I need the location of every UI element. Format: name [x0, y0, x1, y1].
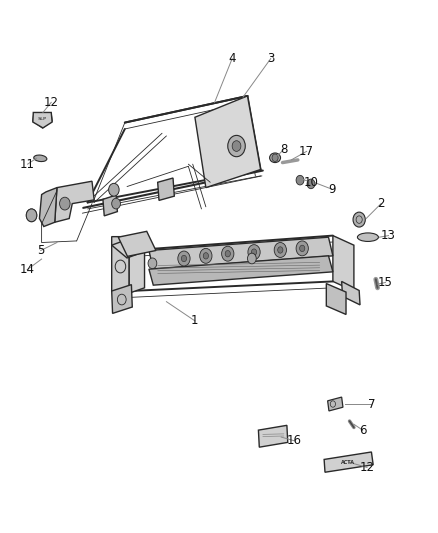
- Ellipse shape: [357, 233, 378, 241]
- Polygon shape: [112, 285, 132, 313]
- Polygon shape: [258, 425, 288, 447]
- Circle shape: [60, 197, 70, 210]
- Polygon shape: [326, 284, 346, 314]
- Text: 7: 7: [367, 398, 375, 410]
- Text: 16: 16: [287, 434, 302, 447]
- Circle shape: [178, 251, 190, 266]
- Text: 8: 8: [280, 143, 287, 156]
- Text: 17: 17: [299, 145, 314, 158]
- Text: SLP: SLP: [38, 117, 47, 122]
- Polygon shape: [342, 281, 360, 305]
- Circle shape: [112, 198, 120, 209]
- Text: 2: 2: [377, 197, 385, 210]
- Circle shape: [353, 212, 365, 227]
- Polygon shape: [333, 236, 354, 291]
- Polygon shape: [195, 96, 261, 188]
- Text: 11: 11: [20, 158, 35, 171]
- Circle shape: [200, 248, 212, 263]
- Text: 12: 12: [44, 96, 59, 109]
- Text: 4: 4: [228, 52, 236, 65]
- Polygon shape: [33, 112, 52, 128]
- Text: 9: 9: [328, 183, 336, 196]
- Circle shape: [274, 243, 286, 257]
- Circle shape: [148, 258, 157, 269]
- Circle shape: [248, 245, 260, 260]
- Text: 13: 13: [381, 229, 396, 242]
- Text: 14: 14: [20, 263, 35, 276]
- Circle shape: [222, 246, 234, 261]
- Circle shape: [278, 247, 283, 253]
- Circle shape: [296, 175, 304, 185]
- Text: 15: 15: [378, 276, 393, 289]
- Polygon shape: [118, 231, 156, 256]
- Polygon shape: [324, 452, 373, 472]
- Polygon shape: [112, 237, 129, 297]
- Text: 6: 6: [359, 424, 367, 437]
- Text: 5: 5: [37, 244, 44, 257]
- Circle shape: [232, 141, 241, 151]
- Polygon shape: [112, 239, 145, 258]
- Circle shape: [307, 179, 315, 189]
- Circle shape: [26, 209, 37, 222]
- Circle shape: [272, 154, 278, 161]
- Text: 10: 10: [304, 176, 318, 189]
- Polygon shape: [129, 244, 145, 293]
- Circle shape: [296, 241, 308, 256]
- Circle shape: [109, 183, 119, 196]
- Text: 12: 12: [360, 461, 374, 474]
- Text: 3: 3: [267, 52, 274, 65]
- Polygon shape: [39, 188, 57, 227]
- Polygon shape: [33, 115, 52, 128]
- Polygon shape: [103, 195, 117, 216]
- Circle shape: [228, 135, 245, 157]
- Circle shape: [181, 255, 187, 262]
- Polygon shape: [158, 178, 174, 200]
- Ellipse shape: [34, 155, 47, 161]
- Circle shape: [225, 251, 230, 257]
- Circle shape: [300, 245, 305, 252]
- Text: 1: 1: [191, 314, 199, 327]
- Polygon shape: [149, 237, 333, 269]
- Circle shape: [251, 249, 257, 255]
- Polygon shape: [328, 397, 343, 411]
- Circle shape: [26, 209, 37, 222]
- Polygon shape: [149, 256, 333, 285]
- Circle shape: [247, 253, 256, 264]
- Text: ACTA: ACTA: [341, 459, 355, 465]
- Ellipse shape: [269, 153, 281, 163]
- Circle shape: [203, 253, 208, 259]
- Polygon shape: [55, 181, 94, 222]
